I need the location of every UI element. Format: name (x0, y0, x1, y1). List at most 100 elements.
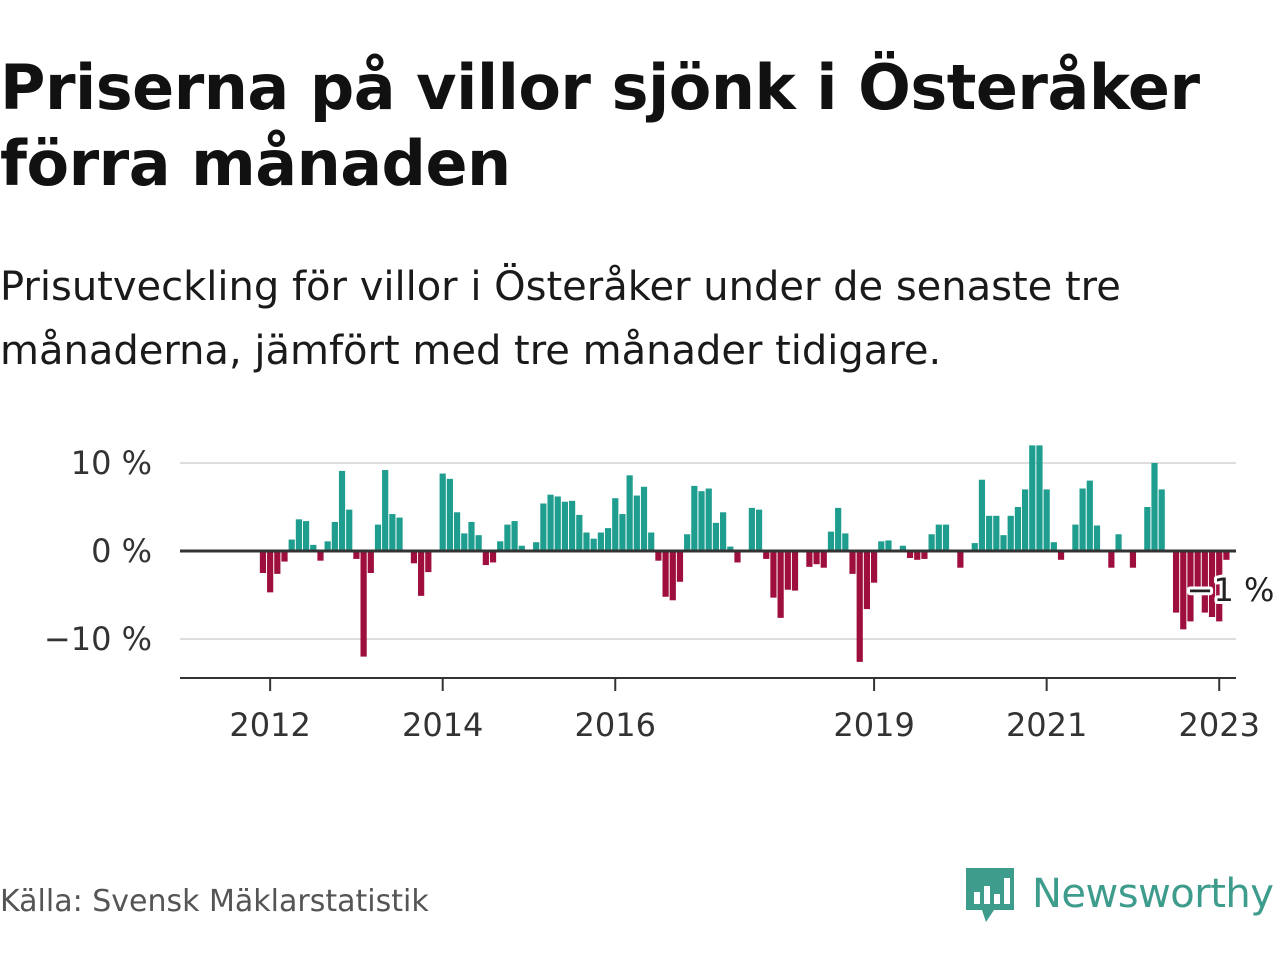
bar (1115, 534, 1122, 551)
x-tick-label: 2016 (575, 706, 656, 744)
bar (914, 551, 921, 560)
bar (986, 515, 993, 551)
bar (640, 486, 648, 551)
bar (281, 551, 288, 562)
bar (324, 541, 331, 551)
source-note: Källa: Svensk Mäklarstatistik (0, 884, 429, 919)
bar (727, 546, 734, 551)
bar (1180, 551, 1187, 630)
bar (482, 551, 489, 566)
x-tick-label: 2021 (1006, 706, 1087, 744)
bar (374, 524, 382, 551)
bar (734, 551, 741, 563)
bar (906, 551, 914, 559)
bar (928, 534, 935, 551)
bar (288, 539, 295, 551)
bar (259, 551, 267, 573)
bar (295, 519, 302, 551)
bar (684, 534, 691, 551)
bar (763, 551, 770, 559)
bar (1108, 551, 1115, 568)
bar (1216, 551, 1223, 622)
bar (1151, 463, 1158, 551)
bar (1208, 551, 1216, 617)
bar (1021, 489, 1029, 551)
bar (1129, 551, 1137, 568)
bar (791, 551, 799, 591)
bar (518, 545, 525, 551)
bar (576, 514, 583, 551)
bar (748, 507, 755, 551)
y-tick-label: 10 % (71, 444, 152, 482)
bar (820, 551, 827, 568)
bar (453, 512, 461, 551)
bar (497, 541, 504, 551)
bar (755, 509, 763, 551)
bar (1029, 445, 1036, 551)
bar (504, 524, 511, 551)
bar (1223, 551, 1230, 560)
bar (691, 485, 698, 551)
bar (871, 551, 878, 583)
bar (777, 551, 784, 618)
bar (554, 496, 561, 551)
bar (1187, 551, 1194, 622)
bar (770, 551, 777, 598)
bar (942, 524, 950, 551)
bar (921, 551, 928, 559)
bar (633, 495, 640, 551)
bar (655, 551, 662, 561)
bar (561, 501, 569, 551)
bar (957, 551, 964, 568)
bar (863, 551, 871, 610)
brand-name: Newsworthy (1032, 871, 1274, 917)
bar (331, 521, 338, 551)
bar (540, 503, 547, 551)
bar (367, 551, 374, 573)
bar (1158, 489, 1165, 551)
bar (360, 551, 367, 657)
bar (712, 522, 720, 551)
bar (317, 551, 324, 561)
bar (461, 533, 468, 551)
bar (626, 475, 633, 551)
bar (1043, 489, 1050, 551)
bar (648, 532, 655, 551)
bar (1144, 507, 1151, 551)
bar (590, 538, 597, 551)
bar (1079, 488, 1086, 551)
bar (806, 551, 813, 567)
bar (1093, 525, 1101, 551)
bar (842, 533, 849, 551)
bar (993, 515, 1000, 551)
bar (978, 479, 986, 551)
bar (489, 551, 497, 563)
y-tick-label: 0 % (91, 532, 152, 570)
bar (935, 524, 942, 551)
bar (511, 521, 518, 551)
bar (604, 528, 612, 551)
bar (720, 512, 727, 551)
bars (259, 445, 1230, 662)
bar (1014, 507, 1021, 551)
brand: Newsworthy (962, 862, 1274, 926)
bar (856, 551, 863, 662)
bar (468, 521, 475, 551)
end-value-label: −1 % (1187, 571, 1275, 609)
bar (662, 551, 669, 597)
bar (418, 551, 425, 596)
bar (425, 551, 432, 573)
bar (813, 551, 820, 565)
bar (849, 551, 856, 574)
bar (827, 531, 835, 551)
bar (338, 470, 346, 551)
x-tick-label: 2014 (402, 706, 483, 744)
bar (353, 551, 360, 559)
bar (569, 500, 576, 551)
bar (267, 551, 274, 593)
bar (1194, 551, 1201, 595)
page-title: Priserna på villor sjönk i Österåker för… (0, 51, 1200, 200)
x-tick-label: 2023 (1179, 706, 1260, 744)
bar (676, 551, 684, 582)
bar (274, 551, 281, 574)
